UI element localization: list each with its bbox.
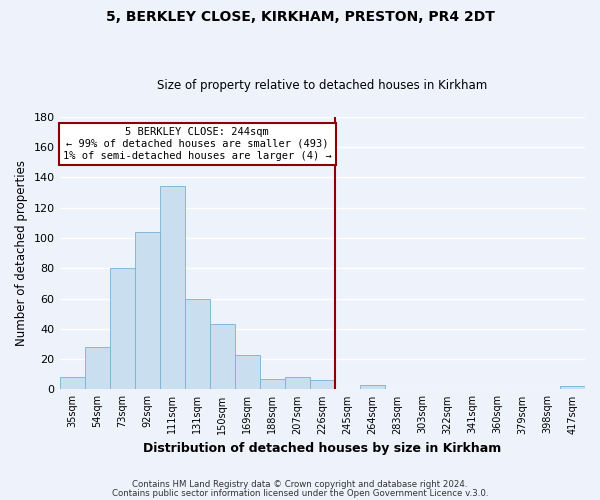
Text: 5 BERKLEY CLOSE: 244sqm
← 99% of detached houses are smaller (493)
1% of semi-de: 5 BERKLEY CLOSE: 244sqm ← 99% of detache… bbox=[63, 128, 332, 160]
Title: Size of property relative to detached houses in Kirkham: Size of property relative to detached ho… bbox=[157, 79, 487, 92]
Bar bbox=[260, 379, 285, 390]
Text: 5, BERKLEY CLOSE, KIRKHAM, PRESTON, PR4 2DT: 5, BERKLEY CLOSE, KIRKHAM, PRESTON, PR4 … bbox=[106, 10, 494, 24]
Bar bbox=[285, 378, 310, 390]
Bar bbox=[360, 385, 385, 390]
Bar bbox=[560, 386, 585, 390]
Bar bbox=[110, 268, 134, 390]
Text: Contains public sector information licensed under the Open Government Licence v.: Contains public sector information licen… bbox=[112, 488, 488, 498]
Bar bbox=[235, 354, 260, 390]
Bar bbox=[134, 232, 160, 390]
Bar bbox=[59, 378, 85, 390]
Bar bbox=[160, 186, 185, 390]
Bar bbox=[85, 347, 110, 390]
Bar bbox=[209, 324, 235, 390]
Text: Contains HM Land Registry data © Crown copyright and database right 2024.: Contains HM Land Registry data © Crown c… bbox=[132, 480, 468, 489]
Bar bbox=[310, 380, 335, 390]
X-axis label: Distribution of detached houses by size in Kirkham: Distribution of detached houses by size … bbox=[143, 442, 502, 455]
Bar bbox=[185, 298, 209, 390]
Y-axis label: Number of detached properties: Number of detached properties bbox=[15, 160, 28, 346]
